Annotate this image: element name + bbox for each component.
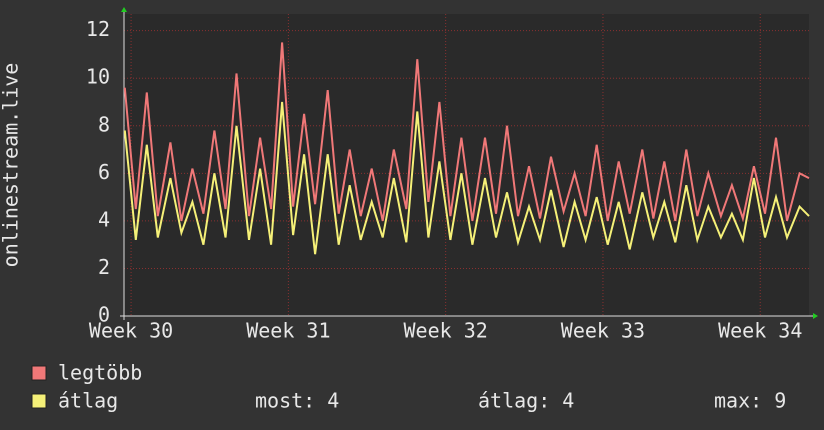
- axis-arrow: [813, 313, 818, 319]
- y-tick-label: 2: [98, 255, 110, 279]
- y-tick-label: 8: [98, 112, 110, 136]
- stat-label: max: 9: [714, 389, 786, 413]
- x-tick-label: Week 32: [404, 319, 488, 343]
- legend-swatch: [31, 393, 47, 409]
- y-axis-label: onlinestream.live: [0, 63, 23, 268]
- x-tick-label: Week 31: [246, 319, 330, 343]
- series-line: [123, 101, 810, 255]
- plot-area: [124, 14, 809, 316]
- legend-label: átlag: [58, 389, 118, 413]
- axis-arrow: [121, 7, 127, 12]
- legend-swatch: [31, 365, 47, 381]
- stat-label: most: 4: [255, 389, 339, 413]
- y-tick-label: 4: [98, 207, 110, 231]
- y-tick-label: 12: [86, 17, 110, 41]
- series-line: [123, 42, 810, 223]
- stat-label: átlag: 4: [478, 389, 574, 413]
- y-tick-label: 6: [98, 160, 110, 184]
- x-tick-label: Week 30: [89, 319, 173, 343]
- legend-label: legtöbb: [58, 361, 142, 385]
- y-tick-label: 10: [86, 65, 110, 89]
- x-tick-label: Week 33: [561, 319, 645, 343]
- x-tick-label: Week 34: [718, 319, 802, 343]
- y-tick-label: 0: [98, 303, 110, 327]
